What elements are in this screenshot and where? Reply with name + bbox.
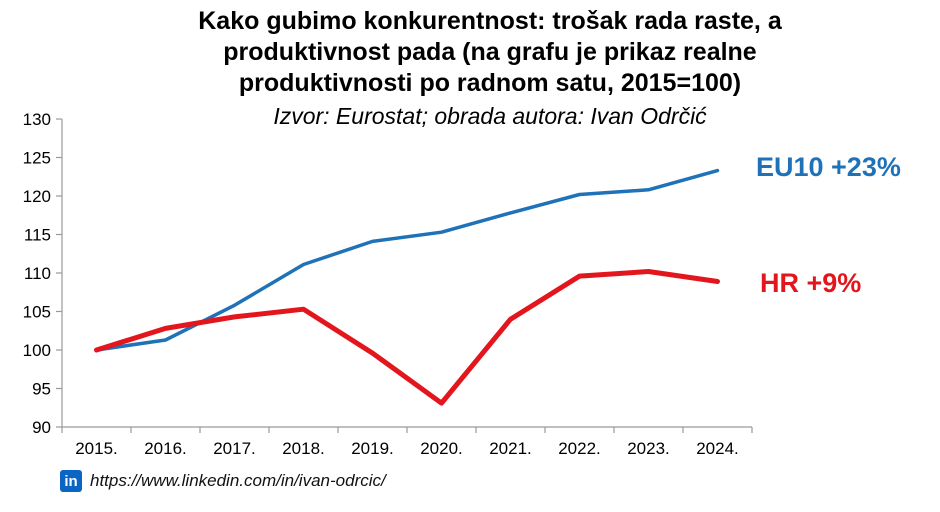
x-tick-label: 2024. [696,439,739,458]
y-tick-label: 100 [23,341,51,360]
y-tick-label: 115 [24,226,51,245]
x-tick-label: 2023. [627,439,670,458]
chart-subtitle: Izvor: Eurostat; obrada autora: Ivan Odr… [273,103,707,129]
series-label-eu10: EU10 +23% [756,152,901,182]
x-tick-label: 2021. [489,439,532,458]
footer-link[interactable]: https://www.linkedin.com/in/ivan-odrcic/ [90,471,386,490]
title-line-2: produktivnost pada (na grafu je prikaz r… [223,38,757,66]
x-tick-label: 2016. [144,439,187,458]
y-tick-label: 95 [32,380,51,399]
chart-title: Kako gubimo konkurentnost: trošak rada r… [110,6,870,99]
y-tick-label: 105 [23,303,51,322]
y-tick-label: 130 [23,110,51,129]
y-tick-label: 125 [23,149,51,168]
title-line-3: produktivnosti po radnom satu, 2015=100) [238,69,742,97]
y-tick-label: 90 [32,418,51,437]
y-tick-label: 120 [23,187,51,206]
title-line-1: Kako gubimo konkurentnost: trošak rada r… [198,7,782,35]
x-tick-label: 2019. [351,439,394,458]
linkedin-icon[interactable]: in [60,470,82,492]
x-tick-label: 2022. [558,439,601,458]
series-line-hr [94,269,720,406]
x-tick-label: 2020. [420,439,463,458]
series-label-hr: HR +9% [760,268,862,298]
footer: in https://www.linkedin.com/in/ivan-odrc… [60,470,386,492]
x-tick-label: 2015. [75,439,118,458]
x-tick-label: 2017. [213,439,256,458]
x-tick-label: 2018. [282,439,325,458]
y-tick-label: 110 [24,264,51,283]
